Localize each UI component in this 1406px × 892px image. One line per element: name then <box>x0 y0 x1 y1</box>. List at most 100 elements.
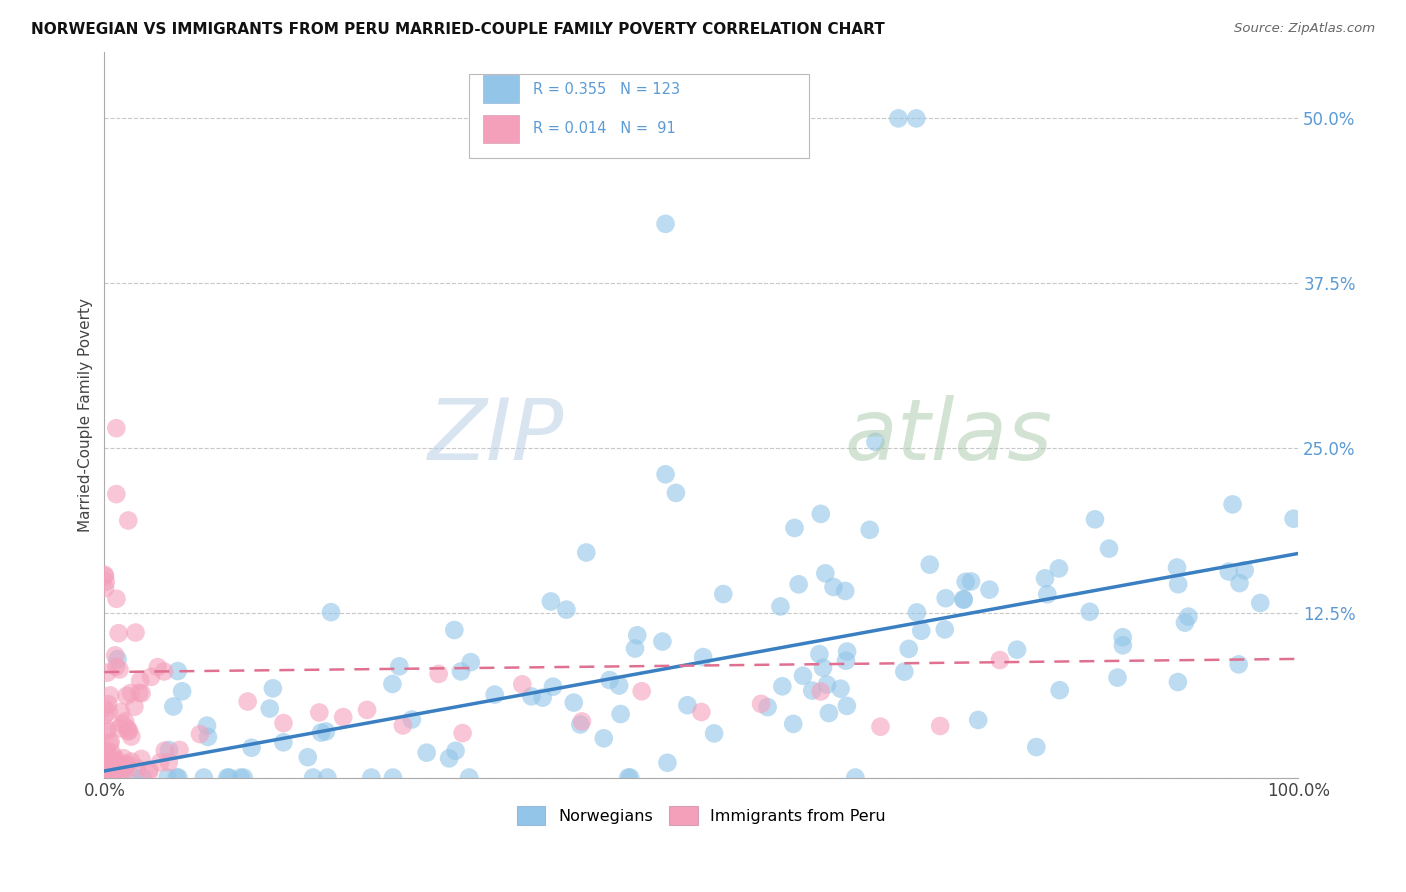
Point <box>153 665 176 679</box>
Point <box>1098 541 1121 556</box>
Text: NORWEGIAN VS IMMIGRANTS FROM PERU MARRIED-COUPLE FAMILY POVERTY CORRELATION CHAR: NORWEGIAN VS IMMIGRANTS FROM PERU MARRIE… <box>31 22 884 37</box>
Point <box>792 669 814 683</box>
Point <box>98 761 121 775</box>
Point <box>609 706 631 721</box>
Point <box>955 574 977 589</box>
Point <box>782 717 804 731</box>
Point <box>540 594 562 608</box>
Text: R = 0.014   N =  91: R = 0.014 N = 91 <box>533 121 676 136</box>
Point <box>654 467 676 482</box>
Point <box>665 486 688 500</box>
Point <box>676 698 699 713</box>
Point <box>929 719 952 733</box>
Point <box>98 764 121 778</box>
Point <box>93 708 115 723</box>
Point <box>934 623 956 637</box>
Point <box>104 648 127 663</box>
Point <box>808 647 831 661</box>
Point <box>382 771 405 785</box>
Point <box>131 752 153 766</box>
Point <box>450 665 472 679</box>
Point <box>120 686 142 700</box>
Point <box>834 583 856 598</box>
Point <box>1282 512 1305 526</box>
Point <box>101 753 124 767</box>
Point <box>626 628 648 642</box>
Point <box>236 694 259 708</box>
Point <box>297 750 319 764</box>
Point <box>531 690 554 705</box>
Point <box>96 743 118 757</box>
FancyBboxPatch shape <box>482 75 519 103</box>
Y-axis label: Married-Couple Family Poverty: Married-Couple Family Poverty <box>79 298 93 532</box>
Point <box>101 761 124 775</box>
Point <box>1036 587 1059 601</box>
Point <box>897 641 920 656</box>
Point <box>108 721 131 735</box>
Point <box>510 677 533 691</box>
Point <box>111 717 134 731</box>
Point <box>315 724 337 739</box>
Point <box>138 763 160 777</box>
Point <box>94 574 117 589</box>
Point <box>692 650 714 665</box>
Point <box>273 716 295 731</box>
Point <box>94 581 117 595</box>
Point <box>103 764 125 779</box>
Point <box>769 599 792 614</box>
Point <box>392 718 415 732</box>
Point <box>94 569 117 583</box>
Point <box>93 567 115 582</box>
Point <box>146 660 169 674</box>
Point <box>197 730 219 744</box>
Point <box>316 771 339 785</box>
Point <box>98 759 121 773</box>
Point <box>117 721 139 735</box>
Point <box>96 724 118 739</box>
Point <box>651 634 673 648</box>
Point <box>988 653 1011 667</box>
Point <box>818 706 841 720</box>
Point <box>97 697 120 711</box>
Point <box>118 723 141 738</box>
Point <box>749 697 772 711</box>
Point <box>100 735 122 749</box>
Point <box>110 705 132 719</box>
Point <box>229 771 252 785</box>
Point <box>94 757 117 772</box>
Point <box>415 746 437 760</box>
Point <box>97 705 120 719</box>
Point <box>844 771 866 785</box>
Point <box>571 714 593 729</box>
Point <box>905 112 928 126</box>
Point <box>96 722 118 736</box>
Point <box>98 689 121 703</box>
Point <box>1167 577 1189 591</box>
Point <box>108 663 131 677</box>
Point <box>810 684 832 698</box>
Point <box>865 434 887 449</box>
Point <box>555 602 578 616</box>
Point <box>810 507 832 521</box>
Point <box>703 726 725 740</box>
Point <box>128 686 150 700</box>
Point <box>308 706 330 720</box>
Point <box>98 768 121 782</box>
Text: ZIP: ZIP <box>427 395 564 478</box>
Point <box>129 673 152 688</box>
Point <box>869 720 891 734</box>
Point <box>193 771 215 785</box>
Point <box>711 587 734 601</box>
Point <box>1177 609 1199 624</box>
Point <box>138 765 160 780</box>
Point <box>952 592 974 607</box>
Point <box>830 681 852 696</box>
Point <box>131 770 153 784</box>
Point <box>787 577 810 591</box>
Point <box>1084 512 1107 526</box>
Point <box>388 659 411 673</box>
Legend: Norwegians, Immigrants from Peru: Norwegians, Immigrants from Peru <box>510 800 893 831</box>
Point <box>157 743 180 757</box>
Point <box>443 623 465 637</box>
Point <box>98 756 121 770</box>
